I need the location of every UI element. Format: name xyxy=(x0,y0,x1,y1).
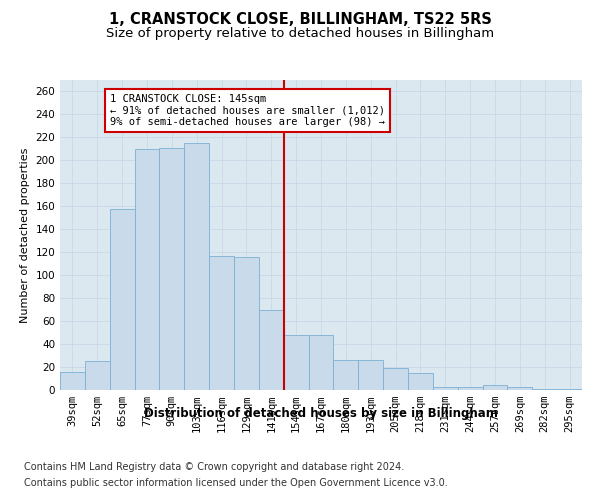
Bar xyxy=(557,389,582,390)
Text: 1 CRANSTOCK CLOSE: 145sqm
← 91% of detached houses are smaller (1,012)
9% of sem: 1 CRANSTOCK CLOSE: 145sqm ← 91% of detac… xyxy=(110,94,385,127)
Bar xyxy=(160,148,184,390)
Bar xyxy=(383,368,408,390)
Bar xyxy=(433,386,458,390)
Bar xyxy=(209,256,234,390)
Bar xyxy=(184,143,209,390)
Text: Contains HM Land Registry data © Crown copyright and database right 2024.: Contains HM Land Registry data © Crown c… xyxy=(24,462,404,472)
Text: Contains public sector information licensed under the Open Government Licence v3: Contains public sector information licen… xyxy=(24,478,448,488)
Bar xyxy=(259,310,284,390)
Bar xyxy=(60,372,85,390)
Text: Size of property relative to detached houses in Billingham: Size of property relative to detached ho… xyxy=(106,28,494,40)
Y-axis label: Number of detached properties: Number of detached properties xyxy=(20,148,30,322)
Bar xyxy=(334,360,358,390)
Bar xyxy=(234,257,259,390)
Bar xyxy=(408,373,433,390)
Bar xyxy=(482,386,508,390)
Text: 1, CRANSTOCK CLOSE, BILLINGHAM, TS22 5RS: 1, CRANSTOCK CLOSE, BILLINGHAM, TS22 5RS xyxy=(109,12,491,28)
Bar xyxy=(532,389,557,390)
Bar xyxy=(458,386,482,390)
Text: Distribution of detached houses by size in Billingham: Distribution of detached houses by size … xyxy=(144,408,498,420)
Bar xyxy=(508,386,532,390)
Bar xyxy=(284,335,308,390)
Bar xyxy=(134,149,160,390)
Bar xyxy=(110,208,134,390)
Bar xyxy=(308,335,334,390)
Bar xyxy=(358,360,383,390)
Bar xyxy=(85,362,110,390)
